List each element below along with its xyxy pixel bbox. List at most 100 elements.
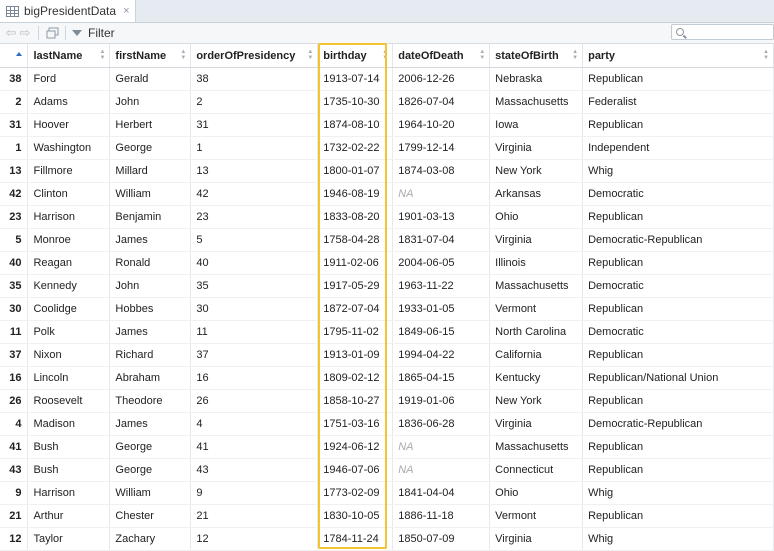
cell-row-number[interactable]: 43 bbox=[0, 458, 29, 482]
cell-birthday[interactable]: 1732-02-22 bbox=[317, 136, 394, 160]
cell-birthday[interactable]: 1758-04-28 bbox=[317, 228, 394, 252]
cell-dateofdeath[interactable]: 1964-10-20 bbox=[392, 113, 491, 137]
cell-birthday[interactable]: 1795-11-02 bbox=[317, 320, 394, 344]
cell-firstname[interactable]: Herbert bbox=[109, 113, 192, 137]
cell-birthday[interactable]: 1830-10-05 bbox=[317, 504, 394, 528]
cell-party[interactable]: Federalist bbox=[582, 90, 774, 114]
cell-orderofpresidency[interactable]: 2 bbox=[190, 90, 319, 114]
cell-row-number[interactable]: 35 bbox=[0, 274, 29, 298]
table-row[interactable]: 35 Kennedy John 35 1917-05-29 1963-11-22 Massa… bbox=[0, 274, 774, 298]
cell-orderofpresidency[interactable]: 11 bbox=[190, 320, 319, 344]
cell-stateofbirth[interactable]: Massachusetts bbox=[489, 90, 584, 114]
cell-stateofbirth[interactable]: Connecticut bbox=[489, 458, 584, 482]
cell-orderofpresidency[interactable]: 5 bbox=[190, 228, 319, 252]
cell-party[interactable]: Democratic bbox=[582, 182, 774, 206]
cell-stateofbirth[interactable]: Vermont bbox=[489, 504, 584, 528]
cell-party[interactable]: Republican/National Union bbox=[582, 366, 774, 390]
cell-stateofbirth[interactable]: Virginia bbox=[489, 136, 584, 160]
table-row[interactable]: 2 Adams John 2 1735-10-30 1826-07-04 Massachus… bbox=[0, 90, 774, 114]
cell-dateofdeath[interactable]: NA bbox=[392, 435, 491, 459]
cell-row-number[interactable]: 21 bbox=[0, 504, 29, 528]
column-header-orderofpresidency[interactable]: orderOfPresidency ▲ ▼ bbox=[190, 44, 319, 68]
table-row[interactable]: 23 Harrison Benjamin 23 1833-08-20 1901-03-13… bbox=[0, 205, 774, 229]
cell-stateofbirth[interactable]: Illinois bbox=[489, 251, 584, 275]
cell-lastname[interactable]: Arthur bbox=[27, 504, 111, 528]
sort-icon[interactable]: ▲ ▼ bbox=[99, 49, 106, 61]
cell-birthday[interactable]: 1946-07-06 bbox=[317, 458, 394, 482]
cell-party[interactable]: Whig bbox=[582, 481, 774, 505]
table-row[interactable]: 31 Hoover Herbert 31 1874-08-10 1964-10-20 Iow… bbox=[0, 113, 774, 137]
cell-birthday[interactable]: 1872-07-04 bbox=[317, 297, 394, 321]
cell-stateofbirth[interactable]: Ohio bbox=[489, 481, 584, 505]
cell-dateofdeath[interactable]: 1919-01-06 bbox=[392, 389, 491, 413]
column-header-party[interactable]: party ▲ ▼ bbox=[582, 44, 774, 68]
cell-dateofdeath[interactable]: 1874-03-08 bbox=[392, 159, 491, 183]
table-row[interactable]: 16 Lincoln Abraham 16 1809-02-12 1865-04-15 Ke… bbox=[0, 366, 774, 390]
table-row[interactable]: 26 Roosevelt Theodore 26 1858-10-27 1919-01-0… bbox=[0, 389, 774, 413]
cell-dateofdeath[interactable]: 1826-07-04 bbox=[392, 90, 491, 114]
cell-birthday[interactable]: 1735-10-30 bbox=[317, 90, 394, 114]
cell-row-number[interactable]: 4 bbox=[0, 412, 29, 436]
cell-birthday[interactable]: 1809-02-12 bbox=[317, 366, 394, 390]
cell-dateofdeath[interactable]: 1836-06-28 bbox=[392, 412, 491, 436]
cell-orderofpresidency[interactable]: 21 bbox=[190, 504, 319, 528]
forward-arrow-icon[interactable]: ⇨ bbox=[19, 25, 31, 40]
cell-stateofbirth[interactable]: Arkansas bbox=[489, 182, 584, 206]
table-row[interactable]: 9 Harrison William 9 1773-02-09 1841-04-04 Ohi… bbox=[0, 481, 774, 505]
column-header-dateofdeath[interactable]: dateOfDeath ▲ ▼ bbox=[392, 44, 491, 68]
cell-firstname[interactable]: John bbox=[109, 274, 192, 298]
cell-row-number[interactable]: 1 bbox=[0, 136, 29, 160]
table-row[interactable]: 13 Fillmore Millard 13 1800-01-07 1874-03-08 N… bbox=[0, 159, 774, 183]
cell-stateofbirth[interactable]: New York bbox=[489, 159, 584, 183]
cell-firstname[interactable]: Millard bbox=[109, 159, 192, 183]
cell-lastname[interactable]: Hoover bbox=[27, 113, 111, 137]
cell-birthday[interactable]: 1773-02-09 bbox=[317, 481, 394, 505]
cell-lastname[interactable]: Polk bbox=[27, 320, 111, 344]
cell-stateofbirth[interactable]: Virginia bbox=[489, 228, 584, 252]
cell-party[interactable]: Democratic-Republican bbox=[582, 228, 774, 252]
cell-stateofbirth[interactable]: Iowa bbox=[489, 113, 584, 137]
cell-dateofdeath[interactable]: 1933-01-05 bbox=[392, 297, 491, 321]
cell-firstname[interactable]: James bbox=[109, 412, 192, 436]
cell-row-number[interactable]: 9 bbox=[0, 481, 29, 505]
cell-orderofpresidency[interactable]: 35 bbox=[190, 274, 319, 298]
cell-birthday[interactable]: 1911-02-06 bbox=[317, 251, 394, 275]
cell-orderofpresidency[interactable]: 31 bbox=[190, 113, 319, 137]
cell-party[interactable]: Republican bbox=[582, 343, 774, 367]
cell-party[interactable]: Independent bbox=[582, 136, 774, 160]
cell-orderofpresidency[interactable]: 9 bbox=[190, 481, 319, 505]
cell-orderofpresidency[interactable]: 30 bbox=[190, 297, 319, 321]
cell-party[interactable]: Republican bbox=[582, 251, 774, 275]
cell-firstname[interactable]: James bbox=[109, 320, 192, 344]
cell-row-number[interactable]: 16 bbox=[0, 366, 29, 390]
cell-party[interactable]: Republican bbox=[582, 389, 774, 413]
cell-orderofpresidency[interactable]: 12 bbox=[190, 527, 319, 551]
cell-lastname[interactable]: Monroe bbox=[27, 228, 111, 252]
cell-dateofdeath[interactable]: 1799-12-14 bbox=[392, 136, 491, 160]
cell-birthday[interactable]: 1858-10-27 bbox=[317, 389, 394, 413]
cell-stateofbirth[interactable]: Virginia bbox=[489, 412, 584, 436]
tab-bigpresidentdata[interactable]: bigPresidentData × bbox=[0, 0, 136, 22]
cell-birthday[interactable]: 1924-06-12 bbox=[317, 435, 394, 459]
cell-lastname[interactable]: Madison bbox=[27, 412, 111, 436]
cell-birthday[interactable]: 1833-08-20 bbox=[317, 205, 394, 229]
cell-row-number[interactable]: 31 bbox=[0, 113, 29, 137]
cell-firstname[interactable]: Ronald bbox=[109, 251, 192, 275]
cell-row-number[interactable]: 30 bbox=[0, 297, 29, 321]
cell-party[interactable]: Democratic-Republican bbox=[582, 412, 774, 436]
cell-birthday[interactable]: 1913-07-14 bbox=[317, 67, 394, 91]
cell-party[interactable]: Republican bbox=[582, 458, 774, 482]
cell-row-number[interactable]: 42 bbox=[0, 182, 29, 206]
cell-party[interactable]: Democratic bbox=[582, 320, 774, 344]
cell-orderofpresidency[interactable]: 13 bbox=[190, 159, 319, 183]
cell-stateofbirth[interactable]: Vermont bbox=[489, 297, 584, 321]
column-header-lastname[interactable]: lastName ▲ ▼ bbox=[27, 44, 111, 68]
cell-dateofdeath[interactable]: 1886-11-18 bbox=[392, 504, 491, 528]
cell-orderofpresidency[interactable]: 40 bbox=[190, 251, 319, 275]
search-input[interactable] bbox=[671, 24, 774, 40]
close-icon[interactable]: × bbox=[123, 5, 130, 17]
cell-firstname[interactable]: Abraham bbox=[109, 366, 192, 390]
popout-icon[interactable] bbox=[45, 26, 59, 40]
cell-firstname[interactable]: Chester bbox=[109, 504, 192, 528]
sort-icon[interactable]: ▲ ▼ bbox=[479, 49, 486, 61]
